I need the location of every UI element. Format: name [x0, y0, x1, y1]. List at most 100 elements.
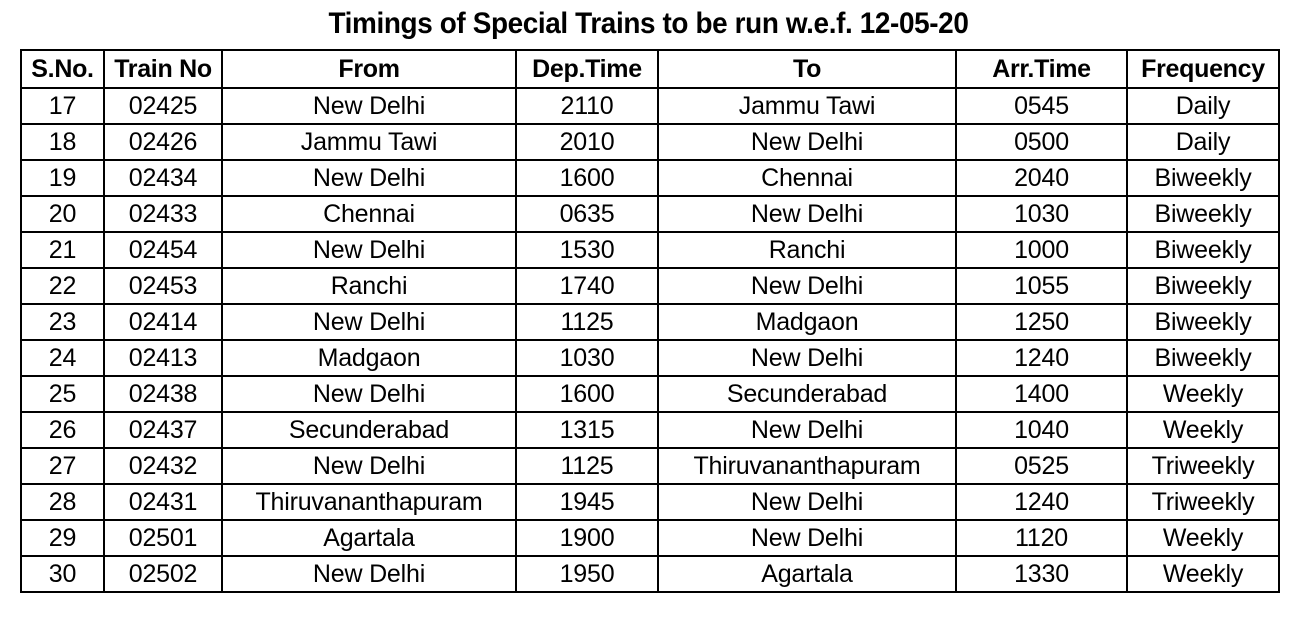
cell-to: Ranchi	[657, 231, 957, 269]
cell-train_no: 02413	[103, 339, 223, 377]
page-title: Timings of Special Trains to be run w.e.…	[328, 7, 969, 40]
cell-to: Jammu Tawi	[657, 87, 957, 125]
cell-from: Madgaon	[221, 339, 517, 377]
table-row: 17 02425 New Delhi 2110 Jammu Tawi 0545 Daily	[20, 87, 1280, 125]
cell-arr_time: 1250	[955, 303, 1128, 341]
cell-to: New Delhi	[657, 123, 957, 161]
cell-dep_time: 1950	[515, 555, 659, 593]
table-row: 20 02433 Chennai 0635 New Delhi 1030 Biweekly	[20, 195, 1280, 233]
cell-frequency: Biweekly	[1126, 267, 1280, 305]
cell-sno: 26	[20, 411, 105, 449]
cell-sno: 21	[20, 231, 105, 269]
cell-to: New Delhi	[657, 519, 957, 557]
cell-sno: 27	[20, 447, 105, 485]
cell-dep_time: 1600	[515, 375, 659, 413]
cell-from: New Delhi	[221, 555, 517, 593]
cell-frequency: Biweekly	[1126, 339, 1280, 377]
cell-train_no: 02502	[103, 555, 223, 593]
cell-from: New Delhi	[221, 231, 517, 269]
cell-dep_time: 1125	[515, 447, 659, 485]
cell-arr_time: 1240	[955, 483, 1128, 521]
cell-frequency: Weekly	[1126, 411, 1280, 449]
cell-frequency: Triweekly	[1126, 447, 1280, 485]
column-header-to: To	[657, 49, 957, 89]
cell-arr_time: 1120	[955, 519, 1128, 557]
table-row: 18 02426 Jammu Tawi 2010 New Delhi 0500 Daily	[20, 123, 1280, 161]
cell-arr_time: 2040	[955, 159, 1128, 197]
cell-train_no: 02454	[103, 231, 223, 269]
cell-train_no: 02453	[103, 267, 223, 305]
cell-to: New Delhi	[657, 267, 957, 305]
cell-arr_time: 1055	[955, 267, 1128, 305]
cell-dep_time: 0635	[515, 195, 659, 233]
train-timings-table: S.No. Train No From Dep.Time To Arr.Time…	[20, 49, 1280, 593]
cell-arr_time: 1330	[955, 555, 1128, 593]
cell-from: New Delhi	[221, 447, 517, 485]
table-row: 23 02414 New Delhi 1125 Madgaon 1250 Biweekly	[20, 303, 1280, 341]
cell-frequency: Daily	[1126, 87, 1280, 125]
cell-arr_time: 1240	[955, 339, 1128, 377]
cell-train_no: 02437	[103, 411, 223, 449]
cell-train_no: 02433	[103, 195, 223, 233]
cell-sno: 19	[20, 159, 105, 197]
table-row: 22 02453 Ranchi 1740 New Delhi 1055 Biweekly	[20, 267, 1280, 305]
cell-from: Thiruvananthapuram	[221, 483, 517, 521]
cell-train_no: 02431	[103, 483, 223, 521]
cell-frequency: Triweekly	[1126, 483, 1280, 521]
column-header-from: From	[221, 49, 517, 89]
cell-arr_time: 0500	[955, 123, 1128, 161]
cell-to: Chennai	[657, 159, 957, 197]
cell-sno: 23	[20, 303, 105, 341]
cell-train_no: 02501	[103, 519, 223, 557]
cell-frequency: Weekly	[1126, 519, 1280, 557]
cell-from: New Delhi	[221, 303, 517, 341]
cell-sno: 28	[20, 483, 105, 521]
cell-train_no: 02425	[103, 87, 223, 125]
column-header-train-no: Train No	[103, 49, 223, 89]
cell-dep_time: 2010	[515, 123, 659, 161]
cell-frequency: Biweekly	[1126, 303, 1280, 341]
cell-dep_time: 2110	[515, 87, 659, 125]
table-row: 26 02437 Secunderabad 1315 New Delhi 1040 Week…	[20, 411, 1280, 449]
table-row: 30 02502 New Delhi 1950 Agartala 1330 Weekly	[20, 555, 1280, 593]
cell-frequency: Daily	[1126, 123, 1280, 161]
cell-sno: 30	[20, 555, 105, 593]
table-row: 21 02454 New Delhi 1530 Ranchi 1000 Biweekly	[20, 231, 1280, 269]
cell-dep_time: 1030	[515, 339, 659, 377]
cell-from: Secunderabad	[221, 411, 517, 449]
cell-to: New Delhi	[657, 195, 957, 233]
table-row: 29 02501 Agartala 1900 New Delhi 1120 Weekly	[20, 519, 1280, 557]
cell-from: New Delhi	[221, 87, 517, 125]
cell-frequency: Biweekly	[1126, 195, 1280, 233]
cell-sno: 20	[20, 195, 105, 233]
cell-train_no: 02432	[103, 447, 223, 485]
column-header-sno: S.No.	[20, 49, 105, 89]
cell-sno: 18	[20, 123, 105, 161]
table-header-row: S.No. Train No From Dep.Time To Arr.Time…	[20, 49, 1280, 89]
cell-dep_time: 1945	[515, 483, 659, 521]
cell-dep_time: 1530	[515, 231, 659, 269]
cell-from: Chennai	[221, 195, 517, 233]
cell-dep_time: 1600	[515, 159, 659, 197]
cell-train_no: 02414	[103, 303, 223, 341]
table-row: 28 02431 Thiruvananthapuram 1945 New Delhi 12…	[20, 483, 1280, 521]
cell-dep_time: 1125	[515, 303, 659, 341]
cell-frequency: Biweekly	[1126, 231, 1280, 269]
cell-sno: 25	[20, 375, 105, 413]
cell-arr_time: 1400	[955, 375, 1128, 413]
cell-from: Jammu Tawi	[221, 123, 517, 161]
cell-train_no: 02438	[103, 375, 223, 413]
cell-arr_time: 0545	[955, 87, 1128, 125]
cell-sno: 24	[20, 339, 105, 377]
cell-sno: 29	[20, 519, 105, 557]
cell-frequency: Weekly	[1126, 375, 1280, 413]
cell-from: New Delhi	[221, 159, 517, 197]
cell-dep_time: 1315	[515, 411, 659, 449]
cell-frequency: Biweekly	[1126, 159, 1280, 197]
column-header-frequency: Frequency	[1126, 49, 1280, 89]
table-header: S.No. Train No From Dep.Time To Arr.Time…	[20, 49, 1280, 89]
cell-to: Thiruvananthapuram	[657, 447, 957, 485]
cell-to: New Delhi	[657, 483, 957, 521]
column-header-dep-time: Dep.Time	[515, 49, 659, 89]
